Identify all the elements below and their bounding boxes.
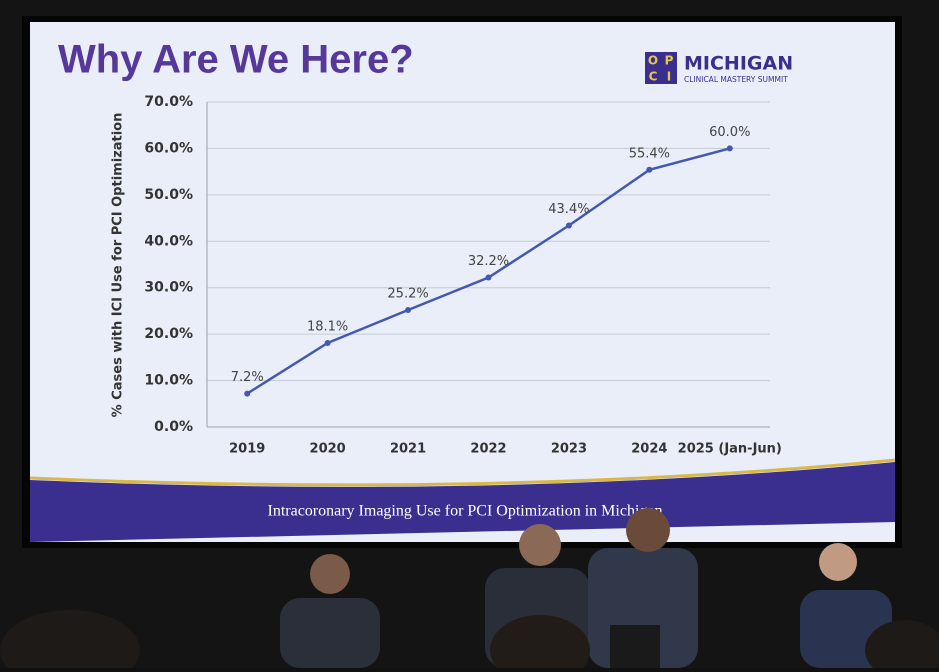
slide bbox=[30, 22, 895, 542]
audience-head bbox=[490, 615, 590, 672]
footer-rule bbox=[29, 458, 896, 487]
x-tick-label: 2020 bbox=[310, 442, 346, 457]
data-label: 32.2% bbox=[468, 254, 509, 269]
x-tick-label: 2021 bbox=[390, 442, 426, 457]
y-tick-label: 50.0% bbox=[144, 187, 193, 203]
y-tick-label: 70.0% bbox=[144, 94, 193, 110]
y-tick-label: 60.0% bbox=[144, 140, 193, 156]
logo-letter: I bbox=[667, 70, 671, 84]
logo-box bbox=[645, 52, 677, 84]
y-tick-label: 40.0% bbox=[144, 233, 193, 249]
podium bbox=[610, 625, 660, 668]
y-tick-label: 30.0% bbox=[144, 280, 193, 296]
data-point bbox=[324, 339, 331, 346]
logo-letter: O bbox=[648, 54, 658, 68]
footer-band bbox=[30, 462, 895, 542]
logo-subtitle: CLINICAL MASTERY SUMMIT bbox=[684, 75, 788, 84]
audience-head bbox=[0, 610, 140, 672]
panelist-head bbox=[819, 543, 857, 581]
panelist bbox=[280, 598, 380, 668]
logo: O PC I MICHIGAN CLINICAL MASTERY SUMMIT bbox=[645, 52, 793, 84]
x-tick-label: 2024 bbox=[631, 442, 667, 457]
x-tick-label: 2023 bbox=[551, 442, 587, 457]
x-tick-label: 2022 bbox=[470, 442, 506, 457]
x-tick-label: 2025 (Jan-Jun) bbox=[678, 442, 782, 457]
data-label: 60.0% bbox=[709, 125, 750, 140]
data-point bbox=[646, 166, 653, 173]
y-axis-label: % Cases with ICI Use for PCI Optimizatio… bbox=[111, 113, 126, 418]
panelist-head bbox=[519, 524, 561, 566]
data-point bbox=[405, 307, 412, 313]
data-point bbox=[485, 274, 492, 281]
y-tick-label: 10.0% bbox=[144, 373, 193, 389]
audience-head bbox=[865, 620, 939, 672]
data-label: 55.4% bbox=[629, 146, 670, 161]
plot: 0.0% 10.0% 20.0% 30.0% 40.0% 50.0% 60.0% 70.0% 2… bbox=[144, 94, 781, 457]
y-tick-label: 20.0% bbox=[144, 326, 193, 342]
x-tick-label: 2019 bbox=[229, 442, 265, 457]
logo-letter: C bbox=[649, 70, 658, 84]
panelist-head bbox=[626, 508, 670, 552]
data-point bbox=[726, 145, 733, 152]
y-tick-label: 0.0% bbox=[154, 419, 193, 435]
footer-text: Intracoronary Imaging Use for PCI Optimi… bbox=[267, 503, 662, 520]
slide-title: Why Are We Here? bbox=[58, 38, 414, 82]
data-label: 25.2% bbox=[387, 287, 428, 302]
audience bbox=[0, 508, 939, 672]
data-point bbox=[565, 222, 572, 229]
logo-letter: P bbox=[665, 54, 674, 68]
data-label: 18.1% bbox=[307, 319, 348, 334]
logo-letters: O PC I bbox=[648, 54, 674, 84]
data-point bbox=[244, 390, 251, 397]
data-label: 7.2% bbox=[231, 370, 264, 385]
logo-name: MICHIGAN bbox=[684, 53, 793, 75]
data-label: 43.4% bbox=[548, 202, 589, 217]
panelist-head bbox=[310, 554, 350, 594]
